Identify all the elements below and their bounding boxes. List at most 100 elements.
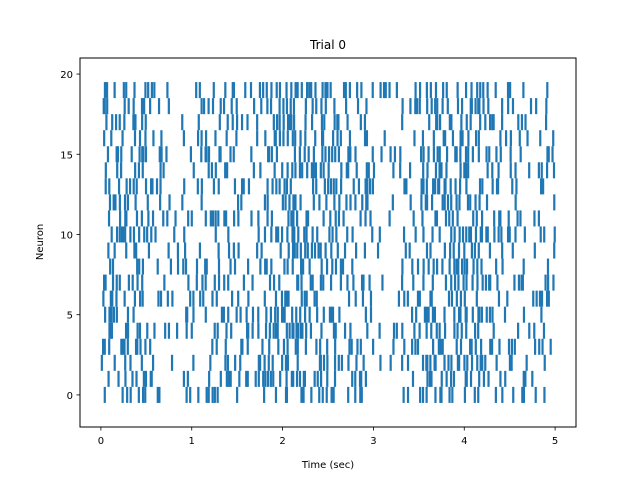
spike-event [439,338,442,355]
spike-event [432,130,435,147]
spike-event [109,290,112,307]
spike-event [256,242,259,259]
spike-event [291,162,294,179]
spike-event [139,338,142,355]
spike-event [432,258,435,275]
spike-event [277,226,280,243]
spike-event [126,306,130,323]
spike-event [448,386,451,403]
spike-event [245,306,248,323]
spike-event [443,354,446,371]
spike-event [350,338,353,355]
spike-event [144,370,148,387]
spike-event [291,258,294,275]
spike-event [433,306,437,323]
spike-event [123,338,126,355]
spike-event [234,354,237,371]
spike-event [485,306,488,323]
spike-event [499,210,502,227]
spike-event [471,306,474,323]
spike-event [107,242,110,259]
spike-event [401,258,404,275]
spike-event [425,322,428,339]
spike-event [299,242,302,259]
spike-event [282,114,285,131]
spike-event [455,258,458,275]
spike-event [159,162,162,179]
spike-event [169,258,172,275]
spike-event [283,258,286,275]
spike-event [257,354,260,371]
spike-event [327,162,330,179]
spike-event [507,338,511,355]
spike-event [335,226,338,243]
spike-event [231,114,234,131]
spike-event [153,82,156,99]
spike-event [351,370,354,387]
spike-event [355,242,358,259]
spike-event [290,114,293,131]
spike-event [285,370,288,387]
spike-event [378,322,381,339]
spike-event [430,290,433,307]
spike-event [506,82,510,99]
spike-event [217,178,220,195]
spike-event [216,322,219,339]
spike-event [105,82,109,99]
spike-event [330,306,333,323]
spike-event [426,98,429,115]
spike-event [202,290,205,307]
spike-event [126,194,130,211]
spike-event [279,242,282,259]
spike-event [241,338,244,355]
spike-event [141,386,145,403]
spike-event [418,98,421,115]
spike-event [438,146,441,163]
spike-event [360,386,363,403]
spike-event [200,194,203,211]
spike-event [480,210,484,227]
spike-event [412,210,415,227]
spike-event [266,210,269,227]
spike-event [414,338,417,355]
spike-event [309,322,313,339]
spike-event [226,114,229,131]
spike-event [418,290,421,307]
spike-event [481,274,484,291]
spike-event [286,338,289,355]
spike-event [154,226,157,243]
spike-event [302,258,305,275]
spike-event [244,82,247,99]
spike-event [449,242,452,259]
spike-event [443,322,447,339]
spike-event [391,194,394,211]
spike-event [367,162,370,179]
spike-event [345,162,348,179]
spike-event [521,274,524,291]
spike-event [296,82,299,99]
spike-event [256,130,259,147]
spike-event [349,194,352,211]
spike-event [325,194,328,211]
spike-event [435,210,439,227]
spike-event [294,82,297,99]
spike-event [552,162,556,179]
spike-event [147,210,150,227]
spike-event [420,178,423,195]
spike-event [544,274,547,291]
spike-event [294,338,297,355]
spike-event [324,146,327,163]
spike-event [286,114,290,131]
spike-event [416,338,420,355]
spike-event [474,130,478,147]
spike-event [519,146,522,163]
spike-event [217,242,220,259]
spike-event [135,370,138,387]
spike-event [144,146,148,163]
spike-event [371,178,374,195]
spike-event [460,98,464,115]
spike-event [286,258,289,275]
spike-event [305,210,308,227]
spike-event [257,370,260,387]
spike-event [274,386,278,403]
